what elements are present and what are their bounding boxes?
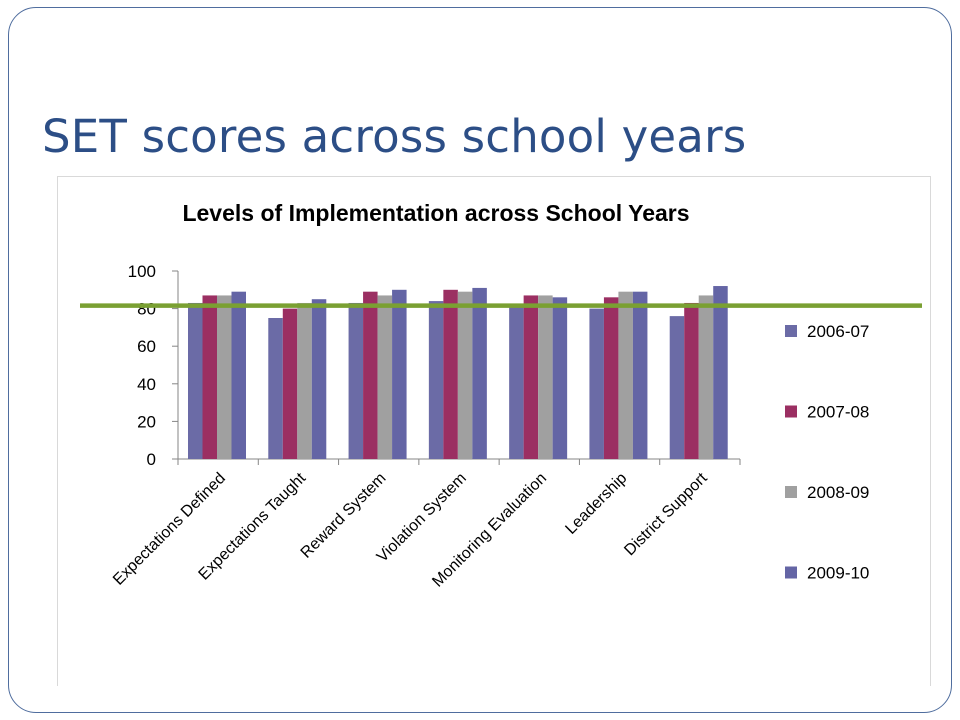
category-label: Leadership bbox=[562, 470, 630, 538]
bar bbox=[377, 295, 393, 459]
legend-swatch bbox=[785, 405, 797, 418]
y-tick-label: 0 bbox=[147, 450, 156, 469]
bar bbox=[684, 302, 699, 459]
bar bbox=[589, 308, 604, 459]
legend-label: 2008-09 bbox=[807, 483, 869, 502]
y-tick-label: 100 bbox=[128, 262, 156, 281]
bar bbox=[443, 289, 458, 459]
bar bbox=[472, 287, 487, 459]
legend-swatch bbox=[785, 566, 797, 579]
bar bbox=[348, 302, 364, 459]
legend-swatch bbox=[785, 325, 797, 337]
legend-label: 2009-10 bbox=[807, 564, 869, 583]
bar bbox=[632, 291, 648, 459]
legend-label: 2007-08 bbox=[807, 403, 869, 422]
category-label: District Support bbox=[621, 469, 711, 559]
slide-title: SET scores across school years bbox=[42, 110, 747, 163]
bar bbox=[538, 295, 553, 459]
bar bbox=[509, 306, 524, 459]
bar bbox=[457, 291, 473, 459]
bar bbox=[698, 295, 714, 459]
category-label: Reward System bbox=[298, 470, 390, 562]
bar bbox=[311, 299, 327, 459]
legend-label: 2006-07 bbox=[807, 322, 869, 341]
y-tick-label: 20 bbox=[137, 412, 156, 431]
bar-chart: Levels of Implementation across School Y… bbox=[80, 200, 922, 591]
bar bbox=[297, 302, 312, 459]
bar bbox=[552, 297, 568, 459]
bar bbox=[188, 302, 203, 459]
chart-title: Levels of Implementation across School Y… bbox=[182, 200, 689, 226]
y-tick-label: 40 bbox=[137, 375, 156, 394]
bar bbox=[669, 316, 685, 459]
bar bbox=[363, 291, 378, 459]
bar bbox=[268, 318, 283, 459]
chart-area: Levels of Implementation across School Y… bbox=[57, 176, 931, 686]
bar bbox=[603, 297, 619, 459]
bar bbox=[618, 291, 633, 459]
y-tick-label: 80 bbox=[137, 300, 156, 319]
y-tick-label: 60 bbox=[137, 337, 156, 356]
bar bbox=[523, 295, 539, 459]
bar bbox=[231, 291, 246, 459]
bar bbox=[713, 286, 728, 459]
bar bbox=[392, 289, 407, 459]
bar bbox=[202, 295, 217, 459]
bar bbox=[282, 308, 298, 459]
bar bbox=[217, 295, 232, 459]
legend-swatch bbox=[785, 486, 797, 498]
bar bbox=[428, 301, 444, 459]
